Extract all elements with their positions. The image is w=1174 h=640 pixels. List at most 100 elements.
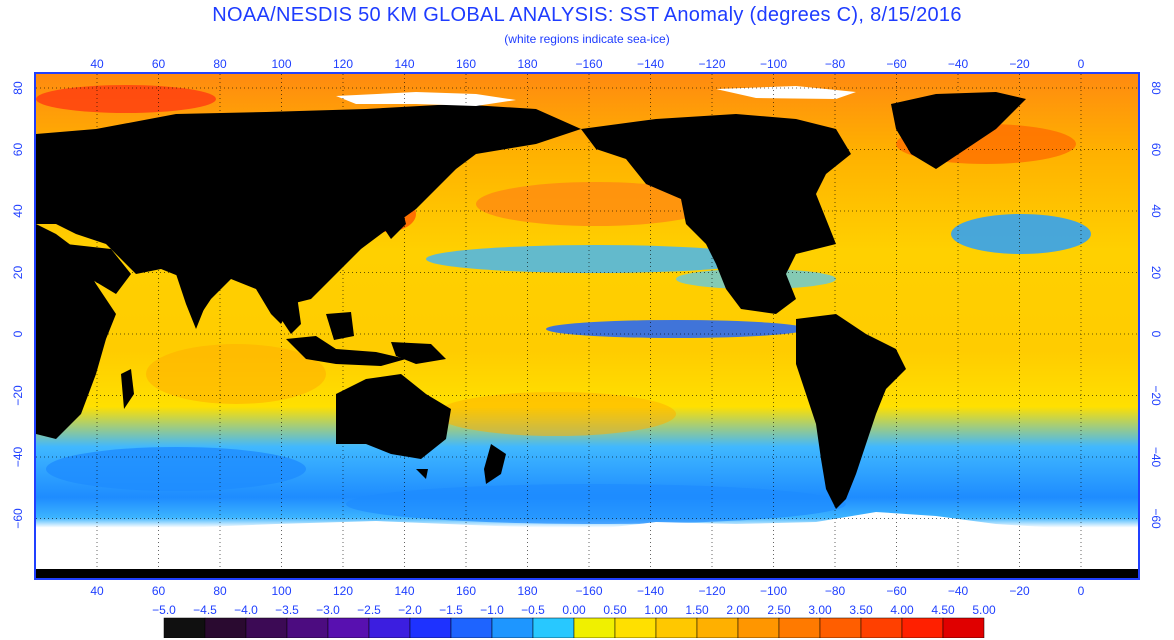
longitude-label: 100 xyxy=(271,57,291,71)
colorbar-label: 2.00 xyxy=(726,603,750,617)
longitude-label: −80 xyxy=(825,584,846,598)
colorbar-swatch xyxy=(204,617,247,638)
new-zealand xyxy=(484,444,506,484)
longitude-labels-bottom: 40 60 80 100 120 140 160 180 −160 −140 −120 −100 −80… xyxy=(90,584,1085,598)
colorbar-swatch xyxy=(655,617,698,638)
tasmania xyxy=(416,469,428,479)
colorbar-swatch xyxy=(532,617,575,638)
colorbar-label: −4.5 xyxy=(193,603,217,617)
north-america xyxy=(581,114,851,314)
colorbar-label: −5.0 xyxy=(152,603,176,617)
longitude-label: 180 xyxy=(517,57,537,71)
sea-ice xyxy=(36,86,1138,569)
latitude-labels-right: 80 60 40 20 0 −20 −40 −60 xyxy=(1149,81,1163,529)
colorbar: −5.0 −4.5 −4.0 −3.5 −3.0 −2.5 −2.0 −1.5 −1.0 −0.5… xyxy=(152,603,996,638)
longitude-label: 160 xyxy=(456,57,476,71)
longitude-label: −120 xyxy=(698,584,725,598)
map-subtitle: (white regions indicate sea-ice) xyxy=(504,32,670,46)
colorbar-swatch xyxy=(245,617,288,638)
latitude-label: 0 xyxy=(11,330,25,337)
longitude-label: 60 xyxy=(152,584,166,598)
colorbar-label: 3.50 xyxy=(849,603,873,617)
colorbar-swatch xyxy=(737,617,780,638)
longitude-label: 120 xyxy=(333,584,353,598)
colorbar-swatch xyxy=(286,617,329,638)
colorbar-swatch xyxy=(163,617,206,638)
africa xyxy=(36,224,116,439)
longitude-label: −100 xyxy=(760,584,787,598)
latitude-label: −60 xyxy=(1149,508,1163,529)
latitude-label: 80 xyxy=(11,81,25,95)
longitude-label: 140 xyxy=(394,57,414,71)
colorbar-label: 4.50 xyxy=(931,603,955,617)
colorbar-label: −4.0 xyxy=(234,603,258,617)
n-atlantic-cold-patch xyxy=(951,214,1091,254)
longitude-label: 0 xyxy=(1078,584,1085,598)
sst-map xyxy=(34,72,1140,580)
eurasia xyxy=(36,104,581,324)
colorbar-label: 3.00 xyxy=(808,603,832,617)
colorbar-label: 5.00 xyxy=(972,603,996,617)
colorbar-label: −0.5 xyxy=(521,603,545,617)
longitude-label: −140 xyxy=(637,584,664,598)
longitude-label: −20 xyxy=(1009,584,1030,598)
latitude-label: −20 xyxy=(1149,385,1163,406)
longitude-label: 80 xyxy=(213,584,227,598)
borneo xyxy=(326,312,354,340)
colorbar-label: −3.5 xyxy=(275,603,299,617)
colorbar-swatch xyxy=(491,617,534,638)
s-pacific-warm-patch xyxy=(436,392,676,436)
madagascar xyxy=(121,369,134,409)
latitude-label: 20 xyxy=(1149,266,1163,280)
colorbar-swatch xyxy=(573,617,616,638)
longitude-label: −20 xyxy=(1009,57,1030,71)
colorbar-label: 1.00 xyxy=(644,603,668,617)
longitude-label: −140 xyxy=(637,57,664,71)
colorbar-swatches xyxy=(163,617,985,638)
latitude-label: 0 xyxy=(1149,331,1163,338)
sst-map-canvas xyxy=(36,74,1138,578)
arabia xyxy=(66,244,131,294)
s-indian-cold-band xyxy=(46,447,306,491)
arctic-warm-patch xyxy=(36,85,216,113)
colorbar-label: 1.50 xyxy=(685,603,709,617)
colorbar-label: 4.00 xyxy=(890,603,914,617)
longitude-label: 60 xyxy=(152,57,166,71)
colorbar-swatch xyxy=(901,617,944,638)
longitude-label: −40 xyxy=(948,57,969,71)
colorbar-label: −1.5 xyxy=(439,603,463,617)
colorbar-label: −2.0 xyxy=(398,603,422,617)
longitude-label: 40 xyxy=(90,57,104,71)
map-title: NOAA/NESDIS 50 KM GLOBAL ANALYSIS: SST A… xyxy=(212,4,962,26)
antarctica xyxy=(36,569,1138,578)
latitude-label: 20 xyxy=(11,266,25,280)
southeast-asia xyxy=(276,279,301,334)
colorbar-swatch xyxy=(409,617,452,638)
longitude-label: −60 xyxy=(886,57,907,71)
latitude-label: −40 xyxy=(11,446,25,467)
longitude-label: −160 xyxy=(575,584,602,598)
antarctic-sea-ice xyxy=(36,512,1138,569)
s-pacific-cold-band xyxy=(346,484,846,524)
colorbar-swatch xyxy=(368,617,411,638)
longitude-label: −160 xyxy=(575,57,602,71)
colorbar-label: −3.0 xyxy=(316,603,340,617)
graticule xyxy=(36,74,1138,578)
longitude-label: 40 xyxy=(90,584,104,598)
latitude-label: 40 xyxy=(1149,204,1163,218)
longitude-label: −60 xyxy=(886,584,907,598)
longitude-label: −80 xyxy=(825,57,846,71)
colorbar-label: −1.0 xyxy=(480,603,504,617)
arctic-sea-ice-2 xyxy=(716,86,856,99)
longitude-label: 140 xyxy=(394,584,414,598)
latitude-label: 60 xyxy=(1149,143,1163,157)
longitude-labels-top: 40 60 80 100 120 140 160 180 −160 −140 −120 −100 −80… xyxy=(90,57,1084,71)
longitude-label: −100 xyxy=(760,57,787,71)
colorbar-swatch xyxy=(778,617,821,638)
colorbar-label: 2.50 xyxy=(767,603,791,617)
longitude-label: 80 xyxy=(213,57,227,71)
longitude-label: 100 xyxy=(271,584,291,598)
n-pacific-cold-band xyxy=(426,245,766,273)
longitude-label: 120 xyxy=(333,57,353,71)
colorbar-labels: −5.0 −4.5 −4.0 −3.5 −3.0 −2.5 −2.0 −1.5 −1.0 −0.5… xyxy=(152,603,996,617)
